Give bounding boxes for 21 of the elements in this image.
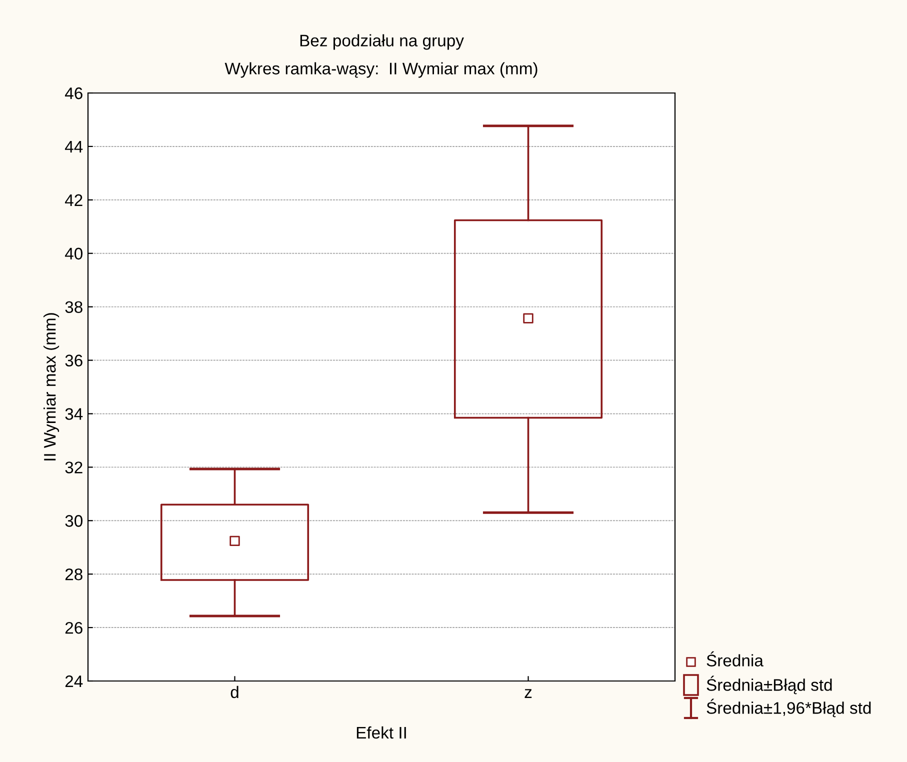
y-tick-label: 36 [65,354,82,366]
text: Średnia±Błąd std [706,676,832,694]
x-tick-label: d [230,686,238,698]
y-tick-label: 46 [64,87,82,100]
chart-subtitle: Wykres ramka-wąsy: II Wymiar max (mm) [224,62,538,78]
y-tick-label: 44 [64,141,83,152]
x-tick-label: z [524,689,532,698]
y-tick-label: 28 [65,568,82,580]
y-tick-label: 40 [64,248,82,260]
text: Średnia±1,96*Błąd std [706,698,871,718]
y-tick-label: 32 [65,462,82,474]
y-tick-label: 26 [65,622,82,634]
y-tick-label: 34 [65,408,83,420]
y-tick-label: 42 [64,194,82,206]
x-axis-title: Efekt II [356,726,406,739]
text: Średnia [706,651,764,666]
chart-title: Bez podziału na grupy [300,34,464,50]
y-tick-label: 38 [65,301,82,314]
y-tick-label: 30 [65,515,82,527]
y-axis-title: II Wymiar max (mm) [44,313,60,460]
y-tick-label: 24 [65,675,83,688]
